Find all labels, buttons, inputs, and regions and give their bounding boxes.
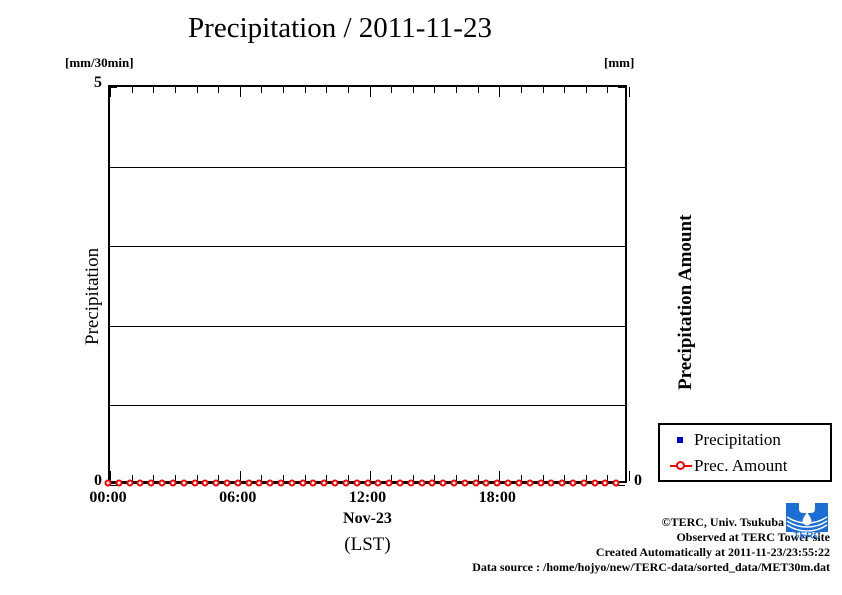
axis-tick	[326, 475, 328, 481]
axis-tick	[391, 87, 393, 93]
axis-tick	[110, 471, 111, 481]
axis-tick	[261, 87, 263, 93]
axis-tick	[174, 87, 176, 93]
y-axis-right-title: Precipitation Amount	[675, 214, 696, 390]
y-axis-left-title: Precipitation	[82, 247, 103, 345]
axis-tick	[618, 485, 625, 486]
axis-tick	[326, 87, 328, 93]
axis-tick	[110, 166, 117, 168]
gridline	[110, 325, 625, 327]
axis-tick	[456, 475, 457, 481]
footer: ©TERC, Univ. Tsukuba Observed at TERC To…	[410, 515, 830, 575]
axis-value-label: 18:00	[478, 489, 516, 506]
axis-tick	[542, 87, 544, 93]
axis-tick	[153, 87, 155, 93]
axis-tick	[499, 87, 501, 97]
footer-copyright: ©TERC, Univ. Tsukuba	[661, 515, 784, 529]
axis-tick	[347, 475, 349, 481]
axis-tick	[618, 246, 625, 248]
axis-value-label: 06:00	[219, 489, 257, 506]
axis-tick	[618, 166, 625, 168]
axis-tick	[131, 475, 133, 481]
axis-value-label: 12:00	[348, 489, 387, 506]
terc-logo-text: TERC	[793, 531, 820, 540]
legend-item-prec-amount[interactable]: Prec. Amount	[660, 453, 830, 479]
footer-created: Created Automatically at 2011-11-23/23:5…	[595, 545, 830, 559]
axis-tick	[110, 485, 117, 486]
legend-circle-marker-icon	[668, 455, 694, 477]
axis-tick	[434, 475, 436, 481]
axis-tick	[618, 325, 625, 327]
axis-tick	[369, 471, 371, 481]
axis-tick	[110, 405, 117, 407]
gridline	[110, 405, 625, 407]
axis-tick	[477, 475, 479, 481]
axis-tick	[607, 87, 609, 93]
axis-tick	[629, 87, 630, 97]
axis-tick	[283, 87, 284, 93]
axis-tick	[391, 475, 393, 481]
axis-value-label: 0	[634, 472, 642, 489]
axis-value-label: 5	[94, 74, 102, 91]
axis-tick	[412, 87, 414, 93]
gridline	[110, 246, 625, 248]
axis-tick	[542, 475, 544, 481]
axis-tick	[618, 405, 625, 407]
axis-tick	[629, 471, 630, 481]
axis-tick	[499, 471, 501, 481]
axis-tick	[153, 475, 155, 481]
axis-tick	[369, 87, 371, 97]
footer-data-source: Data source : /home/hojyo/new/TERC-data/…	[472, 560, 830, 574]
axis-tick	[607, 475, 609, 481]
axis-tick	[520, 475, 522, 481]
axis-tick	[110, 325, 117, 327]
y-axis-right-labels: 0	[634, 85, 664, 489]
axis-tick	[174, 475, 176, 481]
axis-tick	[196, 475, 198, 481]
y-axis-right-unit-label: [mm]	[604, 55, 635, 70]
axis-tick	[618, 87, 625, 88]
axis-value-label: 00:00	[89, 489, 127, 506]
axis-tick	[434, 87, 436, 93]
legend-square-marker-icon	[668, 429, 694, 451]
axis-tick	[412, 475, 414, 481]
axis-tick	[239, 87, 241, 97]
axis-tick	[347, 87, 349, 93]
axis-tick	[564, 87, 566, 93]
axis-tick	[477, 87, 479, 93]
axis-tick	[131, 87, 133, 93]
axis-tick	[110, 246, 117, 248]
axis-tick	[239, 471, 241, 481]
legend-item-label: Prec. Amount	[694, 456, 788, 475]
axis-tick	[520, 87, 522, 93]
axis-tick	[304, 87, 306, 93]
axis-tick	[564, 475, 566, 481]
legend: Precipitation Prec. Amount	[658, 423, 832, 482]
axis-tick	[110, 87, 111, 97]
axis-tick	[110, 87, 117, 88]
x-axis-title-date: Nov-23	[343, 510, 392, 527]
axis-tick	[261, 475, 263, 481]
x-axis-title-timezone: (LST)	[344, 534, 391, 555]
axis-value-label: 0	[94, 472, 102, 489]
terc-logo-icon: TERC	[786, 503, 828, 539]
axis-tick	[218, 475, 220, 481]
y-axis-left-unit-label: [mm/30min]	[65, 55, 134, 70]
axis-tick	[585, 475, 587, 481]
gridline	[110, 166, 625, 168]
legend-item-label: Precipitation	[694, 430, 781, 449]
axis-tick	[304, 475, 306, 481]
page-title: Precipitation / 2011-11-23	[188, 12, 492, 44]
axis-tick	[218, 87, 220, 93]
footer-observed: Observed at TERC Tower site	[676, 530, 830, 544]
axis-tick	[196, 87, 198, 93]
plot-area	[108, 85, 630, 486]
axis-tick	[585, 87, 587, 93]
axis-tick	[283, 475, 284, 481]
axis-tick	[456, 87, 457, 93]
x-axis-labels: 00:00 06:00 12:00 18:00	[89, 489, 627, 511]
legend-item-precipitation[interactable]: Precipitation	[660, 427, 830, 453]
